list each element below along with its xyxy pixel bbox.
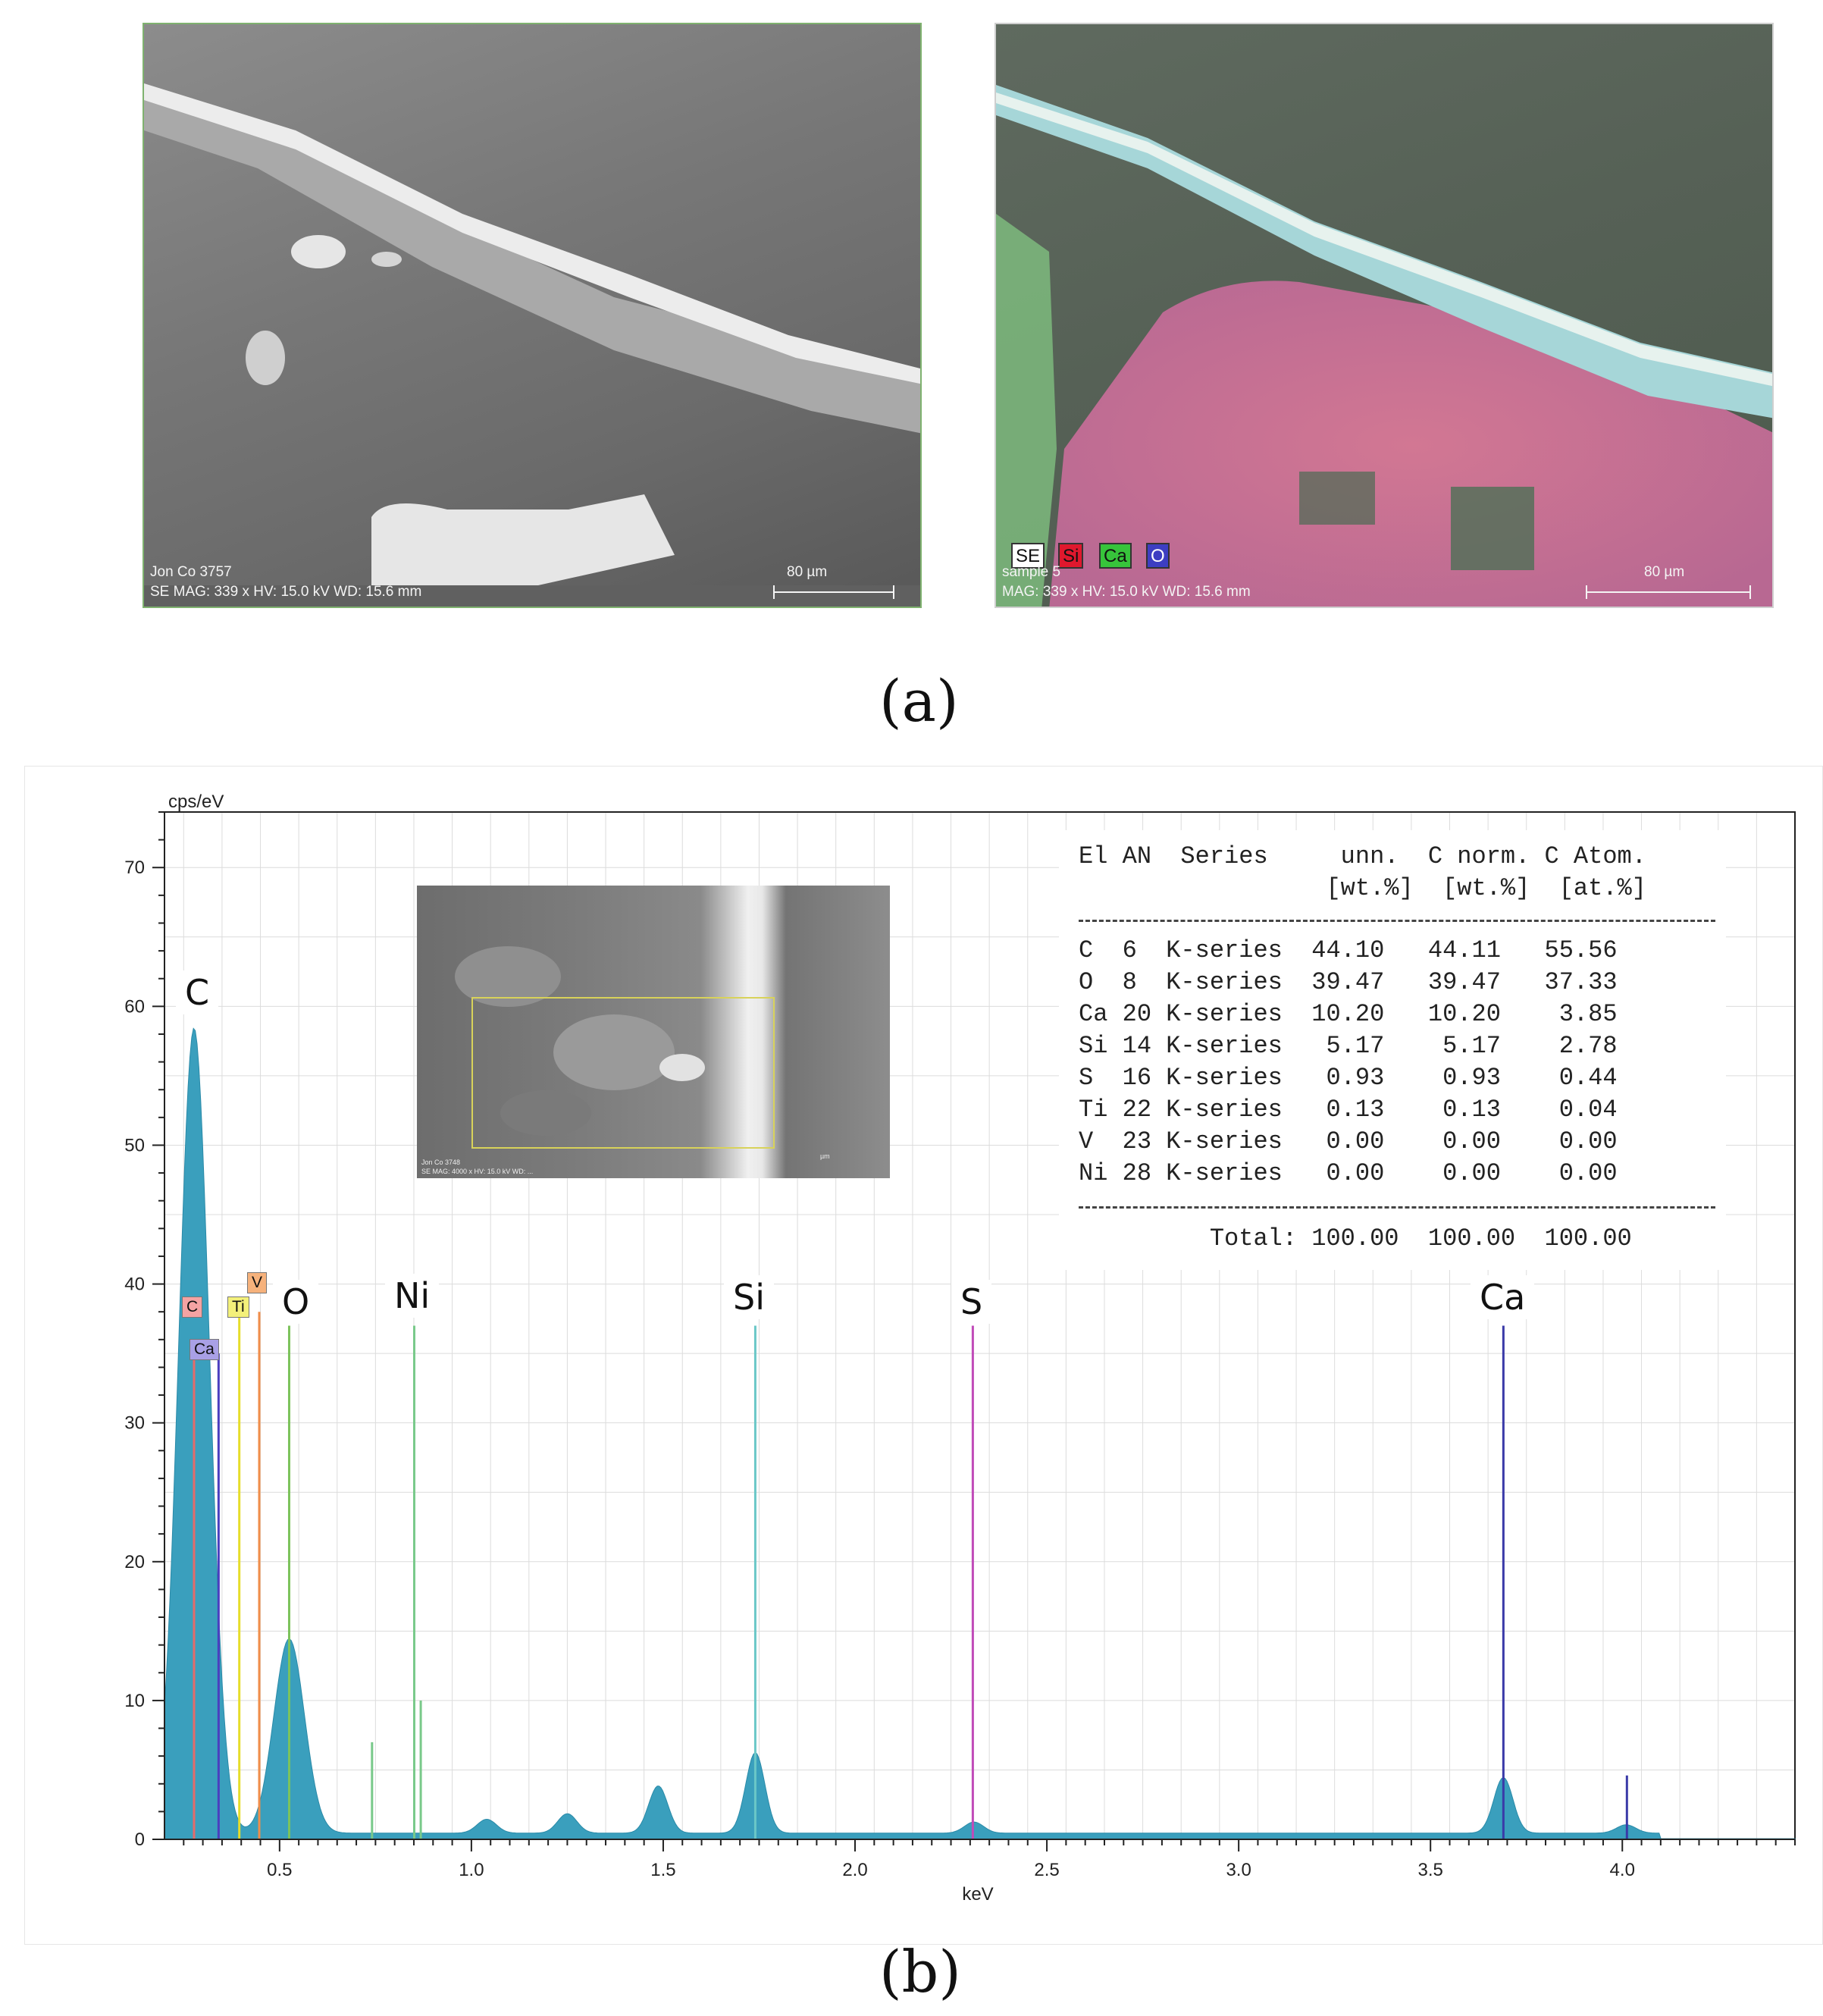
x-tick-label: 2.5 [1034, 1860, 1059, 1880]
y-tick-label: 0 [135, 1829, 145, 1850]
peak-label-ni: Ni [385, 1274, 440, 1318]
quant-row-v: V 23 K-series 0.00 0.00 0.00 [1079, 1127, 1618, 1155]
peak-label-s: S [951, 1280, 992, 1324]
spectrum-area-path [164, 1027, 1796, 1840]
quant-row-ni: Ni 28 K-series 0.00 0.00 0.00 [1079, 1159, 1618, 1187]
inset-caption-params: SE MAG: 4000 x HV: 15.0 kV WD: ... [421, 1168, 534, 1175]
panel-label-b: (b) [879, 1938, 961, 2005]
sem-right-scale-label: 80 µm [1644, 564, 1685, 580]
quant-total-row: Total: 100.00 100.00 100.00 [1079, 1224, 1632, 1253]
panel-label-a: (a) [879, 667, 959, 735]
y-tick-label: 10 [124, 1691, 145, 1711]
quant-row-c: C 6 K-series 44.10 44.11 55.56 [1079, 936, 1618, 964]
quant-row-s: S 16 K-series 0.93 0.93 0.44 [1079, 1064, 1618, 1092]
tag-ti: Ti [227, 1296, 249, 1318]
legend-chip-ca: Ca [1099, 543, 1132, 569]
sem-right-caption-sample: sample 5 [1002, 564, 1061, 580]
sem-left-scale-label: 80 µm [787, 564, 828, 580]
x-tick-label: 0.5 [267, 1860, 292, 1880]
quant-divider-bottom [1079, 1206, 1715, 1209]
x-tick-label: 1.5 [650, 1860, 675, 1880]
quant-row-ca: Ca 20 K-series 10.20 10.20 3.85 [1079, 1000, 1618, 1028]
quant-header-row-1: El AN Series unn. C norm. C Atom. [1079, 842, 1646, 870]
peak-label-o: O [273, 1280, 319, 1324]
x-tick-label: 3.0 [1226, 1860, 1251, 1880]
quantification-table: El AN Series unn. C norm. C Atom. [wt.%]… [1059, 830, 1726, 1270]
quant-row-ti: Ti 22 K-series 0.13 0.13 0.04 [1079, 1096, 1618, 1124]
x-axis-label: keV [962, 1884, 993, 1905]
y-tick-label: 20 [124, 1552, 145, 1572]
quant-divider-top [1079, 920, 1715, 922]
peak-label-ca: Ca [1471, 1275, 1535, 1319]
legend-chip-o: O [1146, 543, 1170, 569]
x-tick-label: 2.0 [842, 1860, 867, 1880]
sem-left-scale-bar [773, 585, 894, 599]
y-tick-label: 30 [124, 1413, 145, 1434]
legend-chip-si: Si [1058, 543, 1084, 569]
tag-c: C [182, 1296, 203, 1318]
tag-v: V [247, 1272, 268, 1293]
x-tick-label: 3.5 [1418, 1860, 1443, 1880]
quant-row-si: Si 14 K-series 5.17 5.17 2.78 [1079, 1032, 1618, 1060]
peak-label-c: C [176, 970, 219, 1014]
inset-sem-image: Jon Co 3748 SE MAG: 4000 x HV: 15.0 kV W… [417, 886, 890, 1178]
y-tick-label: 40 [124, 1275, 145, 1295]
element-marker-lines [193, 1312, 1628, 1839]
chart-axes: 0.5 1.0 1.5 2.0 2.5 3.0 3.5 4.0 0 10 20 30 40 50 60 70 k… [124, 792, 1796, 1905]
inset-caption-sample: Jon Co 3748 [421, 1158, 461, 1166]
y-tick-label: 70 [124, 858, 145, 878]
y-tick-label: 60 [124, 996, 145, 1017]
inset-region-of-interest [471, 997, 775, 1149]
peak-label-si: Si [724, 1275, 774, 1319]
sem-left-caption-params: SE MAG: 339 x HV: 15.0 kV WD: 15.6 mm [150, 584, 422, 600]
sem-right-scale-bar [1586, 585, 1751, 599]
quant-header-row-2: [wt.%] [wt.%] [at.%] [1079, 874, 1646, 902]
tag-ca: Ca [190, 1339, 219, 1360]
y-tick-label: 50 [124, 1135, 145, 1155]
quant-row-o: O 8 K-series 39.47 39.47 37.33 [1079, 968, 1618, 996]
spectrum-area [164, 1027, 1796, 1840]
inset-scale-label: µm [820, 1152, 830, 1160]
sem-right-caption-params: MAG: 339 x HV: 15.0 kV WD: 15.6 mm [1002, 584, 1251, 600]
y-axis-label: cps/eV [168, 792, 224, 812]
sem-image-secondary-electron: Jon Co 3757 SE MAG: 339 x HV: 15.0 kV WD… [143, 23, 922, 608]
x-tick-label: 4.0 [1610, 1860, 1635, 1880]
sem-left-caption-sample: Jon Co 3757 [150, 564, 232, 580]
x-tick-label: 1.0 [459, 1860, 484, 1880]
sem-image-eds-map: SE Si Ca O sample 5 MAG: 339 x HV: 15.0 … [995, 23, 1774, 608]
legend-chip-se: SE [1011, 543, 1045, 569]
